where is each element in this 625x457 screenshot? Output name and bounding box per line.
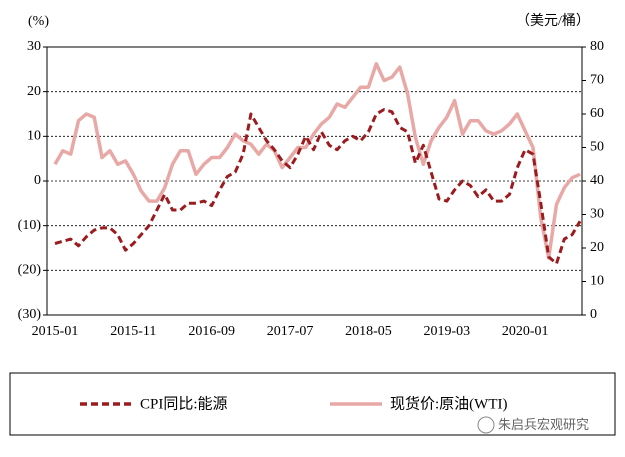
y2-tick-label: 80 xyxy=(590,39,604,54)
y-tick-label: 20 xyxy=(27,84,41,99)
watermark-icon xyxy=(477,416,495,434)
line-series xyxy=(54,108,582,266)
x-tick-label: 2020-01 xyxy=(502,324,549,339)
y-tick-label: (20) xyxy=(18,263,42,278)
y2-unit-label: （美元/桶） xyxy=(516,13,590,29)
y2-tick-label: 20 xyxy=(590,240,604,255)
y2-tick-label: 30 xyxy=(590,207,604,222)
y2-tick-label: 60 xyxy=(590,106,604,121)
line-series xyxy=(53,62,581,260)
legend-box xyxy=(9,372,616,436)
legend-label: CPI同比:能源 xyxy=(140,395,228,412)
y2-tick-label: 0 xyxy=(590,307,597,322)
y2-tick-label: 10 xyxy=(590,274,604,289)
x-tick-label: 2017-07 xyxy=(267,324,314,339)
x-tick-label: 2016-09 xyxy=(188,324,235,339)
y-unit-label: (%) xyxy=(28,14,49,29)
y2-tick-label: 40 xyxy=(590,173,604,188)
y-tick-label: 10 xyxy=(27,129,41,144)
y-tick-label: 0 xyxy=(34,173,41,188)
x-tick-label: 2015-11 xyxy=(110,324,156,339)
watermark: 朱启兵宏观研究 xyxy=(498,417,589,432)
y2-tick-label: 70 xyxy=(590,73,604,88)
x-tick-label: 2019-03 xyxy=(423,324,470,339)
plot-frame xyxy=(46,46,583,316)
y-tick-label: 30 xyxy=(27,39,41,54)
y-tick-label: (10) xyxy=(18,218,42,233)
legend: CPI同比:能源 现货价:原油(WTI) xyxy=(80,395,507,412)
x-tick-label: 2015-01 xyxy=(32,324,79,339)
y2-tick-label: 50 xyxy=(590,140,604,155)
x-tick-label: 2018-05 xyxy=(345,324,392,339)
y-tick-label: (30) xyxy=(18,307,42,322)
legend-label: 现货价:原油(WTI) xyxy=(390,395,507,412)
